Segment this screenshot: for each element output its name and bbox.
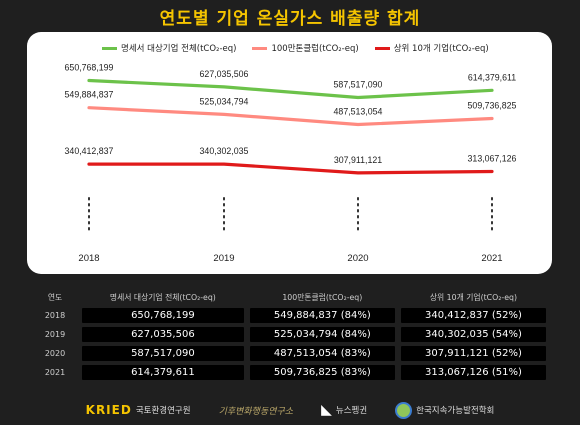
- society-name: 한국지속가능발전학회: [416, 406, 495, 416]
- row-year: 2021: [44, 368, 66, 377]
- series-line-2: [87, 162, 494, 175]
- line-chart: 650,768,199 627,035,506 587,517,090 614,379…: [65, 63, 517, 265]
- header-total: 명세서 대상기업 전체(tCO₂-eq): [109, 293, 216, 302]
- legend-label-total: 명세서 대상기업 전체(tCO₂-eq): [121, 44, 237, 54]
- chart-legend: 명세서 대상기업 전체(tCO₂-eq) 100만톤클럽(tCO₂-eq) 상위…: [102, 42, 489, 54]
- legend-label-club: 100만톤클럽(tCO₂-eq): [271, 44, 359, 54]
- x-tick-label-2: 2020: [347, 253, 368, 264]
- row-total: 614,379,611: [82, 365, 244, 380]
- series-line-1: [87, 106, 494, 127]
- data-label-0-3: 614,379,611: [468, 72, 516, 82]
- legend-item-total: 명세서 대상기업 전체(tCO₂-eq): [102, 42, 236, 54]
- row-total: 587,517,090: [82, 346, 244, 361]
- row-top10: 313,067,126 (51%): [400, 365, 546, 380]
- row-year: 2018: [44, 311, 66, 320]
- kried-mark: KRIED: [85, 403, 132, 417]
- row-club: 525,034,794 (84%): [249, 327, 395, 342]
- table-row: 2018 650,768,199 549,884,837 (84%) 340,4…: [34, 308, 546, 323]
- legend-swatch-top10: [374, 46, 390, 50]
- data-label-2-0: 340,412,837: [65, 146, 114, 156]
- row-top10: 307,911,121 (52%): [400, 346, 546, 361]
- data-label-2-2: 307,911,121: [334, 155, 382, 165]
- data-label-0-1: 627,035,506: [200, 69, 249, 79]
- penguin-icon: ◣: [321, 402, 332, 418]
- header-club: 100만톤클럽(tCO₂-eq): [282, 293, 363, 302]
- data-label-1-2: 487,513,054: [334, 107, 383, 117]
- emissions-table: 연도 명세서 대상기업 전체(tCO₂-eq) 100만톤클럽(tCO₂-eq)…: [28, 287, 552, 384]
- climate-action-logo: 기후변화행동연구소: [219, 404, 294, 417]
- row-club: 509,736,825 (83%): [249, 365, 395, 380]
- legend-swatch-club: [252, 46, 268, 50]
- row-year: 2019: [44, 330, 66, 339]
- society-emblem-icon: [395, 401, 413, 419]
- data-label-1-3: 509,736,825: [468, 101, 517, 111]
- data-label-2-3: 313,067,126: [468, 154, 517, 164]
- x-tick-label-3: 2021: [481, 253, 502, 264]
- data-label-0-0: 650,768,199: [65, 63, 114, 73]
- row-club: 487,513,054 (83%): [249, 346, 395, 361]
- series-line-0: [87, 78, 494, 100]
- newspenguin-name: 뉴스펭귄: [335, 406, 368, 416]
- legend-item-club: 100만톤클럽(tCO₂-eq): [252, 42, 359, 54]
- table-row: 2021 614,379,611 509,736,825 (83%) 313,0…: [34, 365, 546, 380]
- newspenguin-logo: ◣ 뉴스펭귄: [321, 402, 367, 418]
- kried-logo: KRIED 국토환경연구원: [86, 403, 191, 417]
- data-label-1-1: 525,034,794: [200, 96, 249, 106]
- header-top10: 상위 10개 기업(tCO₂-eq): [429, 293, 517, 302]
- legend-item-top10: 상위 10개 기업(tCO₂-eq): [374, 42, 489, 54]
- x-tick-label-0: 2018: [78, 253, 99, 264]
- row-total: 650,768,199: [82, 308, 244, 323]
- footer-logos: KRIED 국토환경연구원 기후변화행동연구소 ◣ 뉴스펭귄 한국지속가능발전학…: [0, 395, 580, 425]
- data-label-1-0: 549,884,837: [65, 90, 114, 100]
- row-year: 2020: [44, 349, 66, 358]
- kried-name: 국토환경연구원: [135, 406, 191, 416]
- data-label-2-1: 340,302,035: [200, 146, 249, 156]
- header-year: 연도: [47, 293, 63, 302]
- table-row: 2020 587,517,090 487,513,054 (83%) 307,9…: [34, 346, 546, 361]
- legend-swatch-total: [102, 46, 117, 50]
- x-tick-label-1: 2019: [213, 253, 234, 264]
- page-title: 연도별 기업 온실가스 배출량 합계: [159, 9, 421, 29]
- row-top10: 340,302,035 (54%): [400, 327, 546, 342]
- chart-panel: 명세서 대상기업 전체(tCO₂-eq) 100만톤클럽(tCO₂-eq) 상위…: [27, 32, 552, 274]
- row-total: 627,035,506: [82, 327, 244, 342]
- table-row: 2019 627,035,506 525,034,794 (84%) 340,3…: [34, 327, 546, 342]
- climate-action-name: 기후변화행동연구소: [218, 406, 294, 417]
- sustainable-society-logo: 한국지속가능발전학회: [395, 401, 495, 419]
- legend-label-top10: 상위 10개 기업(tCO₂-eq): [393, 44, 489, 54]
- data-label-0-2: 587,517,090: [334, 80, 383, 90]
- row-top10: 340,412,837 (52%): [400, 308, 546, 323]
- row-club: 549,884,837 (84%): [249, 308, 395, 323]
- table-header-row: 연도 명세서 대상기업 전체(tCO₂-eq) 100만톤클럽(tCO₂-eq)…: [34, 291, 546, 304]
